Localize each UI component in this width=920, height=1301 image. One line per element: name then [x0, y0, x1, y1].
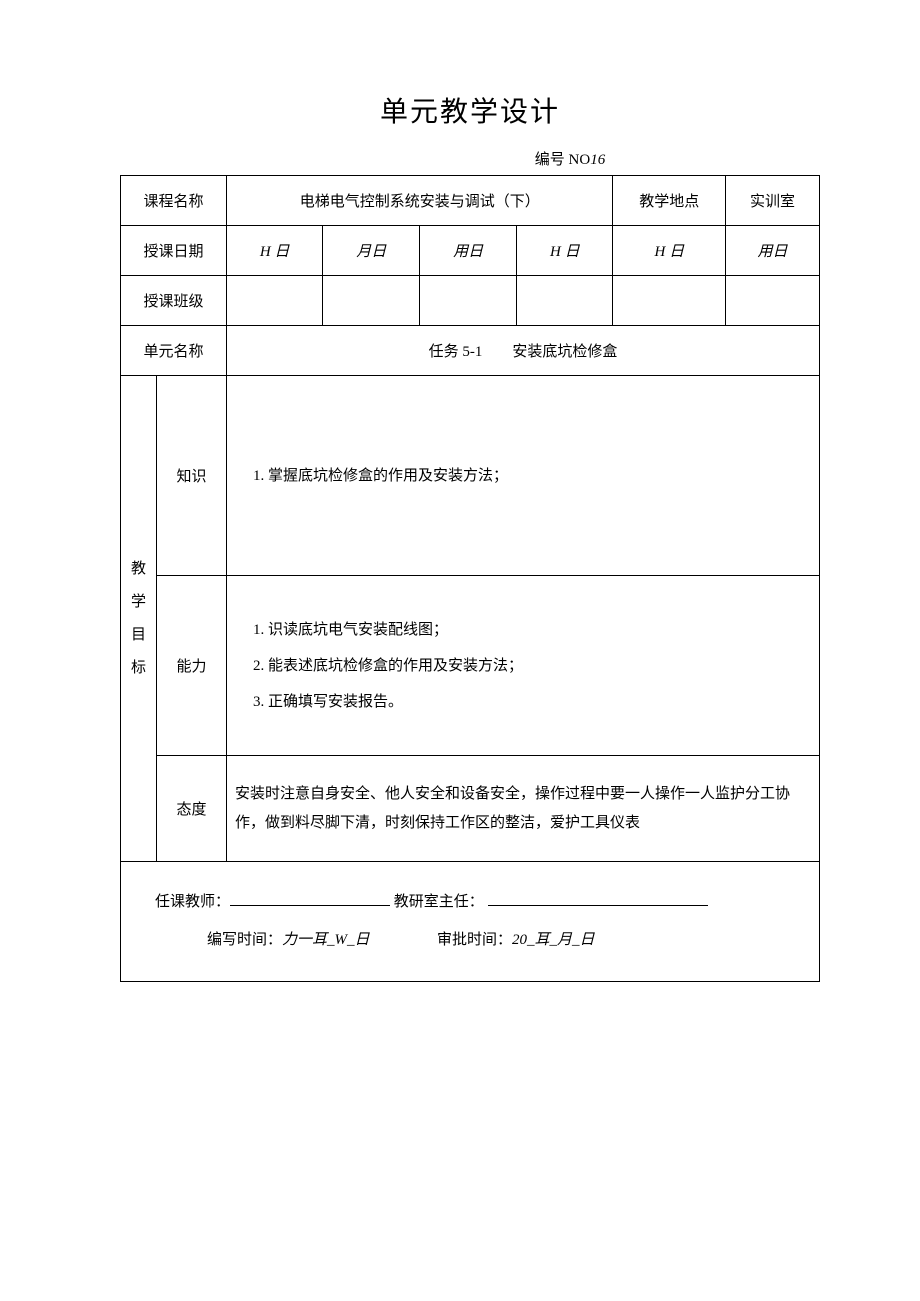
cell-knowledge: 1. 掌握底坑检修盒的作用及安装方法； — [227, 376, 820, 576]
row-dates: 授课日期 H 日 月日 用日 H 日 H 日 用日 — [121, 226, 820, 276]
class-2 — [323, 276, 420, 326]
main-table: 课程名称 电梯电气控制系统安装与调试（下） 教学地点 实训室 授课日期 H 日 … — [120, 175, 820, 982]
date-2: 月日 — [323, 226, 420, 276]
label-teach-date: 授课日期 — [121, 226, 227, 276]
goals-char-2: 学 — [125, 586, 152, 619]
date-3: 用日 — [420, 226, 517, 276]
doc-number: 编号 NO16 — [120, 148, 820, 169]
date-1: H 日 — [227, 226, 323, 276]
approve-time-label: 审批时间： — [437, 932, 512, 948]
ability-item-3: 3. 正确填写安装报告。 — [253, 684, 803, 720]
class-4 — [517, 276, 613, 326]
ability-item-1: 1. 识读底坑电气安装配线图； — [253, 612, 803, 648]
office-underline — [488, 905, 708, 906]
page-title: 单元教学设计 — [120, 90, 820, 130]
label-attitude: 态度 — [157, 756, 227, 862]
class-5 — [613, 276, 726, 326]
label-knowledge: 知识 — [157, 376, 227, 576]
label-location: 教学地点 — [613, 176, 726, 226]
attitude-text: 安装时注意自身安全、他人安全和设备安全，操作过程中要一人操作一人监护分工协作，做… — [235, 786, 790, 831]
row-signatures: 任课教师： 教研室主任： 编写时间：力一耳_W_日 审批时间：20_耳_月_日 — [121, 862, 820, 982]
cell-ability: 1. 识读底坑电气安装配线图； 2. 能表述底坑检修盒的作用及安装方法； 3. … — [227, 576, 820, 756]
office-label: 教研室主任： — [394, 894, 484, 910]
ability-item-2: 2. 能表述底坑检修盒的作用及安装方法； — [253, 648, 803, 684]
class-1 — [227, 276, 323, 326]
row-ability: 能力 1. 识读底坑电气安装配线图； 2. 能表述底坑检修盒的作用及安装方法； … — [121, 576, 820, 756]
cell-attitude: 安装时注意自身安全、他人安全和设备安全，操作过程中要一人操作一人监护分工协作，做… — [227, 756, 820, 862]
class-6 — [726, 276, 820, 326]
goals-char-1: 教 — [125, 553, 152, 586]
cell-signatures: 任课教师： 教研室主任： 编写时间：力一耳_W_日 审批时间：20_耳_月_日 — [121, 862, 820, 982]
teacher-label: 任课教师： — [155, 894, 230, 910]
row-knowledge: 教 学 目标 知识 1. 掌握底坑检修盒的作用及安装方法； — [121, 376, 820, 576]
knowledge-text: 1. 掌握底坑检修盒的作用及安装方法； — [243, 458, 803, 494]
row-class: 授课班级 — [121, 276, 820, 326]
date-5: H 日 — [613, 226, 726, 276]
value-course-name: 电梯电气控制系统安装与调试（下） — [227, 176, 613, 226]
date-4: H 日 — [517, 226, 613, 276]
write-time-label: 编写时间： — [207, 932, 282, 948]
write-time-value: 力一耳_W_日 — [282, 932, 370, 948]
doc-number-value: 16 — [590, 152, 605, 168]
label-course-name: 课程名称 — [121, 176, 227, 226]
value-unit-name: 任务 5-1 安装底坑检修盒 — [227, 326, 820, 376]
teacher-underline — [230, 905, 390, 906]
row-attitude: 态度 安装时注意自身安全、他人安全和设备安全，操作过程中要一人操作一人监护分工协… — [121, 756, 820, 862]
goals-char-3: 目标 — [125, 619, 152, 685]
approve-time-value: 20_耳_月_日 — [512, 932, 595, 948]
class-3 — [420, 276, 517, 326]
row-unit: 单元名称 任务 5-1 安装底坑检修盒 — [121, 326, 820, 376]
value-location: 实训室 — [726, 176, 820, 226]
date-6: 用日 — [726, 226, 820, 276]
label-class: 授课班级 — [121, 276, 227, 326]
row-course: 课程名称 电梯电气控制系统安装与调试（下） 教学地点 实训室 — [121, 176, 820, 226]
label-ability: 能力 — [157, 576, 227, 756]
label-unit-name: 单元名称 — [121, 326, 227, 376]
label-goals-group: 教 学 目标 — [121, 376, 157, 862]
doc-number-prefix: 编号 NO — [535, 152, 590, 168]
